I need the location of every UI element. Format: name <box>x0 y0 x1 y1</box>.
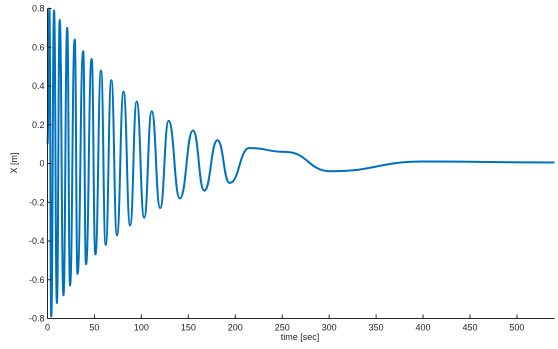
x-tick-label: 300 <box>322 323 337 333</box>
y-tick-label: -0.6 <box>29 275 45 285</box>
x-tick-label: 200 <box>228 323 243 333</box>
y-axis-label: X [m] <box>9 152 19 173</box>
x-tick-label: 250 <box>275 323 290 333</box>
x-tick-label: 500 <box>509 323 524 333</box>
x-tick-label: 0 <box>45 323 50 333</box>
x-tick-label: 150 <box>181 323 196 333</box>
x-axis-label: time [sec] <box>281 332 320 342</box>
x-tick-label: 100 <box>134 323 149 333</box>
x-tick-label: 400 <box>416 323 431 333</box>
y-tick-label: -0.2 <box>29 197 45 207</box>
y-tick-label: 0.8 <box>32 4 45 14</box>
y-tick-label: -0.4 <box>29 236 45 246</box>
y-tick-label: -0.8 <box>29 314 45 324</box>
x-tick-label: 350 <box>369 323 384 333</box>
y-tick-label: 0.6 <box>32 42 45 52</box>
y-tick-label: 0.4 <box>32 81 45 91</box>
y-tick-label: 0 <box>39 159 44 169</box>
x-tick-label: 450 <box>462 323 477 333</box>
x-tick-label: 50 <box>89 323 99 333</box>
y-tick-label: 0.2 <box>32 120 45 130</box>
plot-area <box>48 9 555 319</box>
